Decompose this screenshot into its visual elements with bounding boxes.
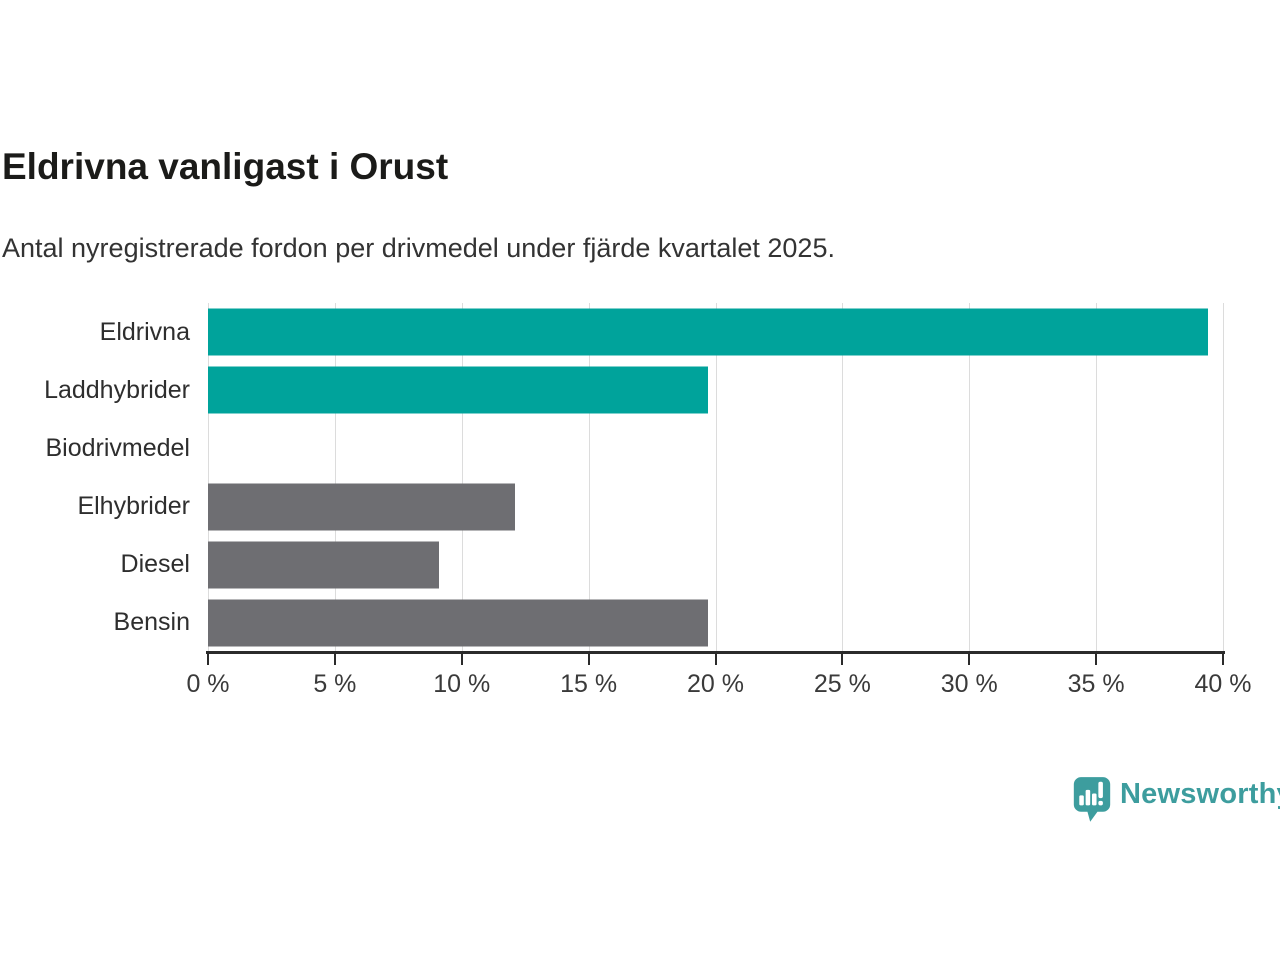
newsworthy-brand: Newsworthy: [1072, 775, 1280, 823]
x-axis-tick: [333, 651, 336, 665]
bar-cell: [208, 536, 1223, 594]
x-axis-tick: [587, 651, 590, 665]
gridline: [1096, 303, 1098, 652]
category-label: Eldrivna: [99, 317, 190, 346]
chart-subtitle: Antal nyregistrerade fordon per drivmede…: [2, 233, 835, 263]
bar: [208, 308, 1208, 356]
category-label: Bensin: [113, 608, 190, 637]
bar-cell: [208, 478, 1223, 536]
chart-row: Biodrivmedel: [0, 419, 1223, 477]
chart-area: Eldrivna Laddhybrider Biodrivmedel Elhybrid…: [0, 303, 1224, 652]
chart-title: Eldrivna vanligast i Orust: [2, 146, 449, 187]
gridline: [842, 303, 844, 652]
x-tick-label: 0 %: [186, 670, 230, 698]
bar-cell: [208, 419, 1223, 477]
gridlines-layer: [208, 303, 1224, 652]
newsworthy-logo-text: Newsworthy: [1120, 778, 1280, 810]
x-axis-tick: [714, 651, 717, 665]
chart-row: Elhybrider: [0, 478, 1223, 536]
category-label: Diesel: [120, 550, 190, 579]
chart-row: Bensin: [0, 594, 1223, 652]
x-axis-tick: [460, 651, 463, 665]
bar: [208, 366, 708, 414]
x-tick-label: 30 %: [940, 670, 998, 698]
chart-row: Eldrivna: [0, 303, 1223, 361]
gridline: [715, 303, 717, 652]
bar-cell: [208, 594, 1223, 652]
bar-cell: [208, 303, 1223, 361]
chart-row: Diesel: [0, 536, 1223, 594]
gridline: [208, 303, 209, 652]
gridline: [1223, 303, 1224, 652]
x-axis-tick: [841, 651, 844, 665]
gridline: [969, 303, 971, 652]
gridline: [461, 303, 463, 652]
bar: [208, 599, 708, 647]
category-label: Elhybrider: [77, 492, 190, 521]
x-axis-tick: [1095, 651, 1098, 665]
x-axis-tick: [968, 651, 971, 665]
bar-cell: [208, 361, 1223, 419]
bar: [208, 483, 516, 531]
x-tick-label: 40 %: [1194, 670, 1252, 698]
category-label: Biodrivmedel: [45, 433, 190, 462]
x-tick-label: 15 %: [560, 670, 618, 698]
chart-row: Laddhybrider: [0, 361, 1223, 419]
x-tick-label: 20 %: [687, 670, 744, 698]
newsworthy-logo-icon: [1073, 777, 1111, 822]
gridline: [334, 303, 336, 652]
x-axis-tick: [1222, 651, 1224, 665]
x-tick-label: 35 %: [1067, 670, 1125, 698]
x-tick-label: 10 %: [433, 670, 491, 698]
x-tick-label: 25 %: [813, 670, 871, 698]
x-tick-label: 5 %: [313, 670, 357, 698]
category-label: Laddhybrider: [44, 375, 190, 404]
bars-layer: Eldrivna Laddhybrider Biodrivmedel Elhybrid…: [0, 303, 1223, 652]
x-axis-tick: [207, 651, 209, 665]
bar: [208, 541, 439, 589]
gridline: [588, 303, 590, 652]
